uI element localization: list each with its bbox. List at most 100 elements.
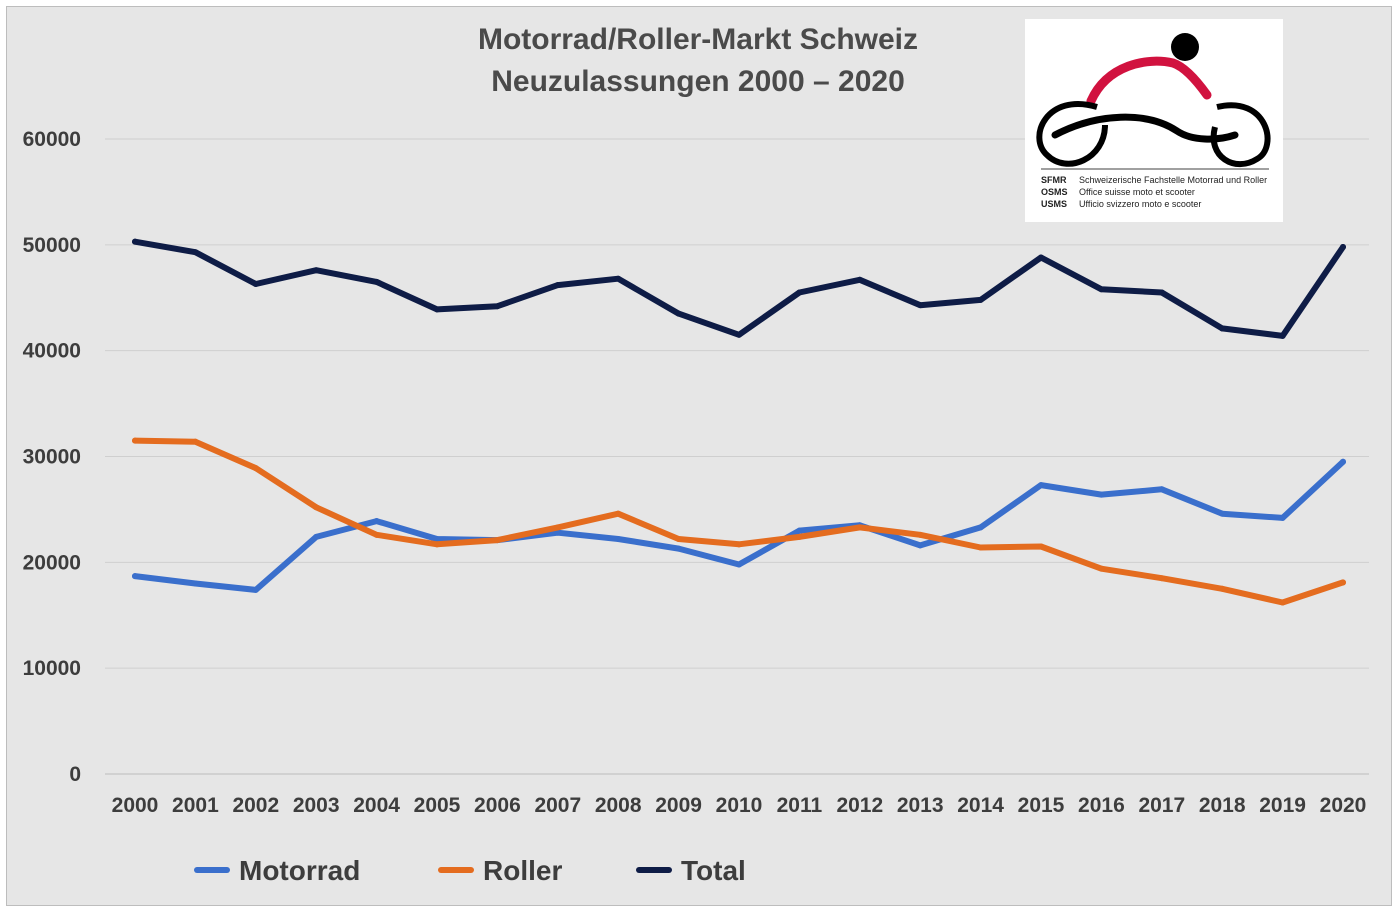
logo-text-3: Ufficio svizzero moto e scooter: [1079, 199, 1201, 209]
data-point-roller-2008: [615, 510, 622, 517]
data-point-motorrad-2017: [1158, 486, 1165, 493]
data-point-motorrad-2001: [192, 580, 199, 587]
data-point-roller-2017: [1158, 575, 1165, 582]
y-tick-label-20000: 20000: [23, 551, 81, 574]
y-tick-label-50000: 50000: [23, 234, 81, 257]
data-point-total-2009: [675, 310, 682, 317]
sfmr-logo: SFMR Schweizerische Fachstelle Motorrad …: [1025, 19, 1283, 222]
data-point-roller-2007: [554, 524, 561, 531]
x-tick-label-2003: 2003: [293, 794, 340, 817]
x-tick-label-2004: 2004: [353, 794, 400, 817]
data-point-motorrad-2005: [434, 536, 440, 543]
data-point-roller-2009: [675, 536, 682, 543]
y-tick-label-40000: 40000: [23, 340, 81, 363]
data-point-motorrad-2014: [977, 524, 984, 531]
data-point-roller-2006: [494, 537, 501, 544]
data-point-motorrad-2019: [1279, 514, 1286, 521]
legend-label-total: Total: [681, 855, 746, 886]
data-point-total-2018: [1219, 325, 1226, 332]
front-wheel-icon: [1036, 101, 1108, 167]
data-point-roller-2001: [192, 438, 199, 445]
data-point-motorrad-2010: [736, 561, 742, 568]
data-point-motorrad-2000: [132, 573, 138, 580]
data-point-roller-2003: [313, 504, 320, 511]
x-tick-label-2015: 2015: [1018, 794, 1065, 817]
data-point-roller-2005: [434, 541, 440, 548]
data-point-motorrad-2018: [1219, 510, 1226, 517]
y-tick-label-60000: 60000: [23, 128, 81, 151]
rider-head-icon: [1171, 33, 1199, 61]
bike-body-icon: [1051, 113, 1239, 143]
x-tick-label-2007: 2007: [534, 794, 581, 817]
data-point-total-2010: [736, 331, 742, 338]
data-point-roller-2019: [1279, 599, 1286, 606]
data-point-roller-2002: [252, 465, 259, 472]
series-line-motorrad: [132, 458, 1346, 593]
data-point-roller-2010: [736, 541, 742, 548]
chart-subtitle: Neuzulassungen 2000 – 2020: [491, 65, 905, 98]
logo-text-2: Office suisse moto et scooter: [1079, 187, 1195, 197]
data-point-total-2002: [252, 280, 259, 287]
data-point-roller-2012: [856, 524, 863, 531]
data-point-roller-2015: [1038, 543, 1044, 550]
logo-text-1: Schweizerische Fachstelle Motorrad und R…: [1079, 175, 1267, 185]
legend-label-motorrad: Motorrad: [239, 855, 360, 886]
x-tick-label-2020: 2020: [1320, 794, 1367, 817]
data-point-total-2015: [1038, 254, 1044, 261]
data-point-total-2017: [1158, 289, 1165, 296]
x-tick-label-2002: 2002: [232, 794, 279, 817]
data-point-total-2013: [917, 302, 924, 309]
y-tick-label-0: 0: [69, 763, 81, 786]
legend: Motorrad Roller Total: [194, 855, 746, 886]
data-point-motorrad-2015: [1038, 482, 1044, 489]
x-tick-label-2008: 2008: [595, 794, 642, 817]
line-chart: Motorrad/Roller-Markt Schweiz Neuzulassu…: [23, 19, 1369, 886]
legend-label-roller: Roller: [483, 855, 562, 886]
data-point-roller-2011: [796, 533, 803, 540]
data-point-motorrad-2008: [615, 536, 622, 543]
data-point-motorrad-2020: [1340, 458, 1346, 465]
x-tick-label-2001: 2001: [172, 794, 219, 817]
x-tick-label-2011: 2011: [777, 794, 823, 817]
data-point-roller-2014: [977, 544, 984, 551]
data-point-motorrad-2013: [917, 542, 924, 549]
data-point-motorrad-2003: [313, 533, 320, 540]
x-tick-label-2005: 2005: [414, 794, 461, 817]
x-axis-ticks: 2000 2001 2002 2003 2004 2005 2006 2007 2008 2009…: [112, 794, 1367, 817]
x-tick-label-2006: 2006: [474, 794, 521, 817]
data-point-roller-2020: [1340, 579, 1346, 586]
data-point-total-2000: [132, 238, 138, 245]
data-point-total-2008: [615, 275, 622, 282]
x-tick-label-2018: 2018: [1199, 794, 1246, 817]
data-point-motorrad-2009: [675, 545, 682, 552]
chart-frame: Motorrad/Roller-Markt Schweiz Neuzulassu…: [6, 6, 1392, 906]
data-point-roller-2000: [132, 437, 138, 444]
series-total: [132, 238, 1346, 339]
x-tick-label-2016: 2016: [1078, 794, 1125, 817]
data-point-total-2014: [977, 296, 984, 303]
data-point-total-2011: [796, 289, 803, 296]
data-point-total-2006: [494, 303, 501, 310]
data-point-motorrad-2002: [252, 586, 259, 593]
data-point-total-2005: [434, 306, 440, 313]
data-point-motorrad-2011: [796, 527, 803, 534]
rider-body-icon: [1086, 56, 1212, 106]
data-point-total-2019: [1279, 332, 1286, 339]
x-tick-label-2014: 2014: [957, 794, 1004, 817]
series-motorrad: [132, 458, 1346, 593]
data-point-roller-2018: [1219, 585, 1226, 592]
data-point-total-2012: [856, 276, 863, 283]
x-tick-label-2017: 2017: [1138, 794, 1185, 817]
data-point-total-2004: [373, 278, 380, 285]
chart-title: Motorrad/Roller-Markt Schweiz: [478, 23, 918, 56]
data-point-total-2020: [1340, 243, 1346, 250]
series-line-total: [132, 238, 1346, 339]
x-tick-label-2000: 2000: [112, 794, 159, 817]
series-roller: [132, 437, 1346, 606]
data-point-total-2003: [313, 267, 320, 274]
x-tick-label-2009: 2009: [655, 794, 702, 817]
data-point-total-2001: [192, 249, 199, 256]
data-point-roller-2013: [917, 531, 924, 538]
series-lines: [132, 238, 1346, 606]
data-point-roller-2004: [373, 531, 380, 538]
